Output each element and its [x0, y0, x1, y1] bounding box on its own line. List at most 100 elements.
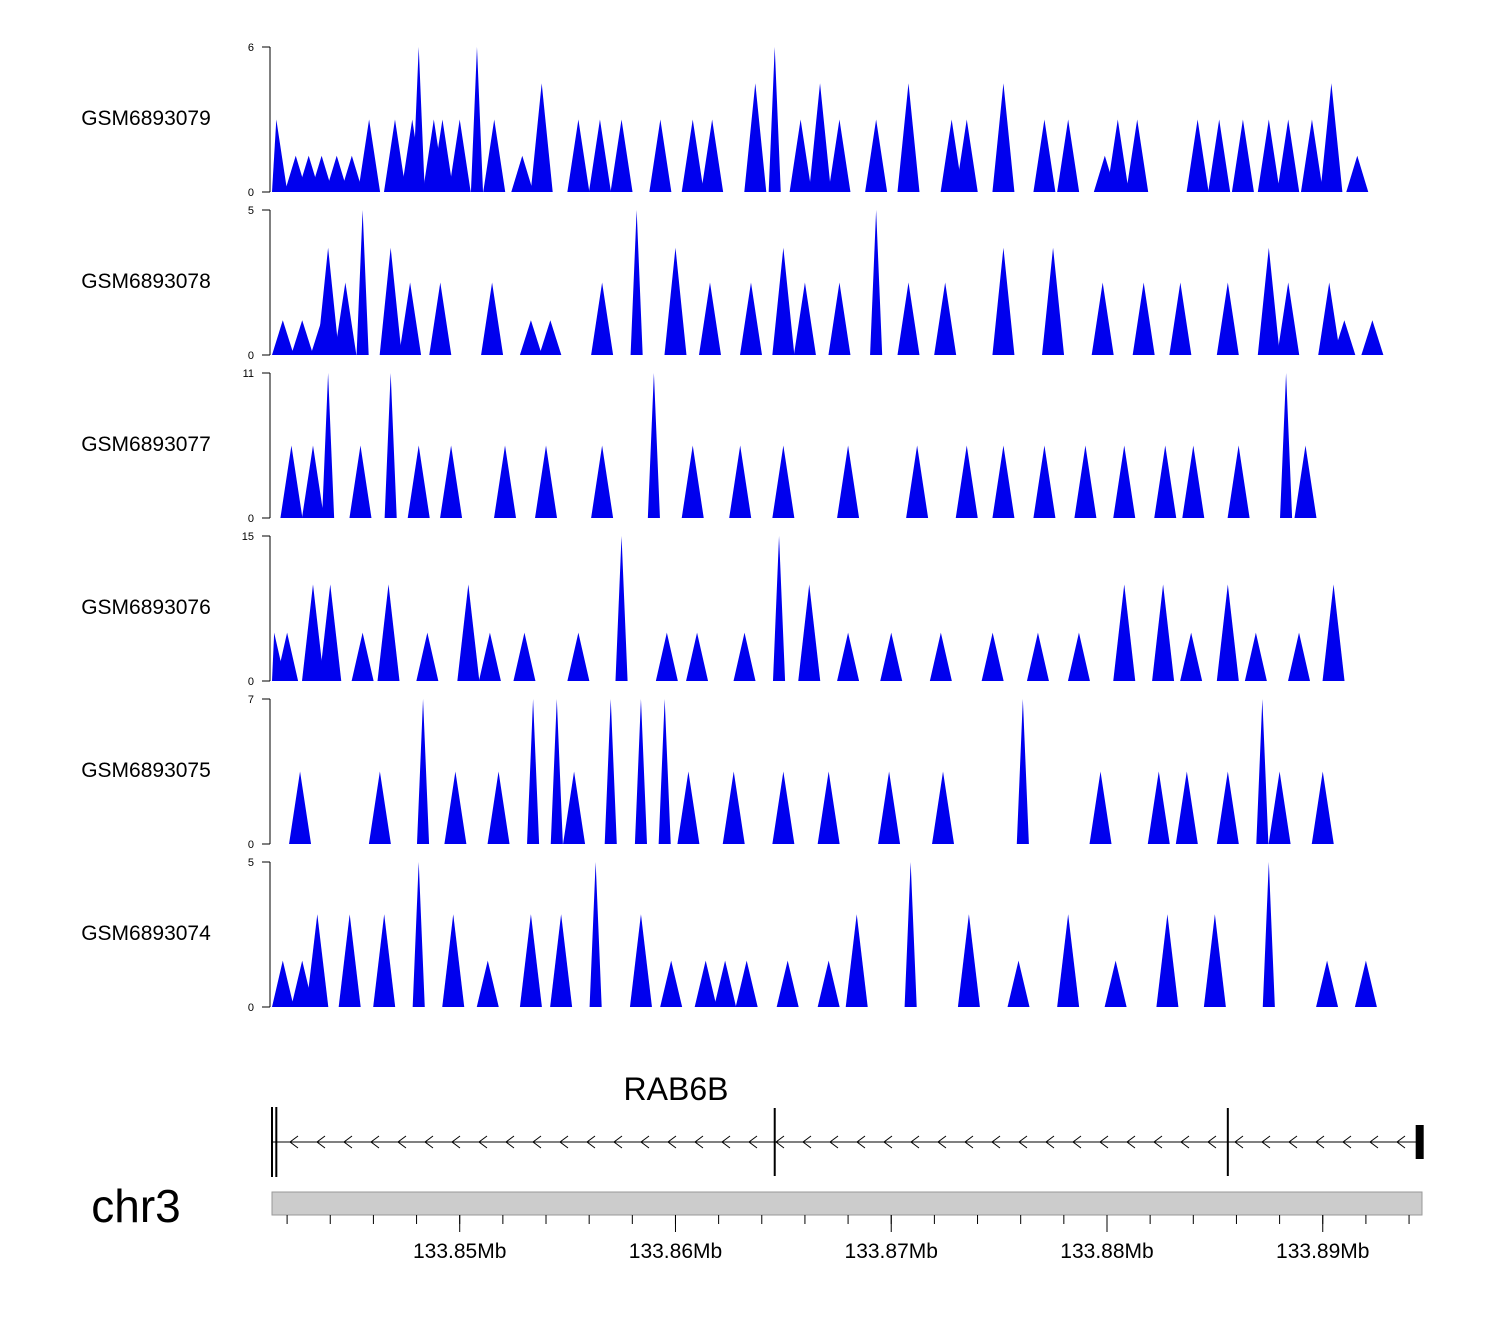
signal-peak [591, 282, 614, 355]
y-tick-label-min: 0 [248, 839, 254, 851]
signal-peak [1216, 282, 1239, 355]
signal-peak [494, 445, 517, 518]
signal-peak [563, 771, 586, 844]
strand-arrow [505, 1135, 515, 1149]
signal-peak [880, 632, 903, 681]
signal-peak [416, 632, 439, 681]
signal-peak [1361, 320, 1384, 355]
y-tick-label-max: 6 [248, 42, 254, 54]
strand-arrow [532, 1135, 542, 1149]
signal-peak [442, 914, 465, 1007]
strand-arrow [478, 1135, 488, 1149]
signal-peak [377, 584, 400, 681]
signal-peak [772, 771, 795, 844]
signal-peak [904, 862, 917, 1007]
signal-peak [1277, 119, 1300, 192]
signal-peak [356, 210, 369, 355]
signal-peak [610, 119, 633, 192]
signal-peak [615, 536, 628, 681]
signal-peak [539, 320, 562, 355]
strand-arrow [1045, 1135, 1055, 1149]
signal-peak [276, 632, 299, 681]
signal-peak [735, 960, 758, 1007]
signal-peak [351, 632, 374, 681]
strand-arrow [667, 1135, 677, 1149]
signal-peak [809, 83, 832, 192]
gene-exon [1226, 1108, 1229, 1176]
strand-arrow [694, 1135, 704, 1149]
signal-peak [845, 914, 868, 1007]
signal-peak [789, 119, 812, 192]
signal-peak [431, 119, 454, 192]
signal-peak [897, 83, 920, 192]
strand-arrow [316, 1135, 326, 1149]
signal-peak [768, 47, 781, 192]
signal-peak [992, 247, 1015, 355]
signal-peak [1227, 445, 1250, 518]
signal-peak [929, 632, 952, 681]
signal-peak [1147, 771, 1170, 844]
signal-peak [865, 119, 888, 192]
signal-peak [511, 155, 534, 192]
signal-peak [412, 862, 425, 1007]
track-GSM6893079: GSM6893079 6 0 [81, 42, 1369, 199]
signal-peak [1346, 155, 1369, 192]
signal-peak [906, 445, 929, 518]
strand-arrow [1018, 1135, 1028, 1149]
signal-peak [629, 914, 652, 1007]
signal-peak [1033, 445, 1056, 518]
strand-arrow [343, 1135, 353, 1149]
strand-arrow [802, 1135, 812, 1149]
signal-peak [694, 960, 717, 1007]
strand-arrow [370, 1135, 380, 1149]
signal-peak [1257, 119, 1280, 192]
signal-peak [957, 914, 980, 1007]
signal-peak [634, 699, 647, 844]
signal-peak [429, 282, 452, 355]
strand-arrow [451, 1135, 461, 1149]
track-label: GSM6893078 [81, 270, 211, 293]
signal-peak [301, 445, 324, 518]
signal-peak [955, 445, 978, 518]
signal-peak [828, 119, 851, 192]
signal-peak [776, 960, 799, 1007]
signal-peak [837, 632, 860, 681]
signal-peak [448, 119, 471, 192]
track-label: GSM6893077 [81, 433, 211, 456]
chromosome-axis-track: chr3 133.85Mb 133.86Mb 133.87Mb 133.88Mb 133.… [91, 1180, 1423, 1263]
strand-arrow [721, 1135, 731, 1149]
track-GSM6893078: GSM6893078 5 0 [81, 205, 1384, 362]
signal-peak [513, 632, 536, 681]
signal-peak [1256, 699, 1269, 844]
signal-peak [272, 119, 288, 192]
signal-peak [992, 445, 1015, 518]
signal-peak [1277, 282, 1300, 355]
signal-peak [530, 83, 553, 192]
strand-arrow [397, 1135, 407, 1149]
strand-arrow [775, 1135, 785, 1149]
signal-peak [870, 210, 883, 355]
signal-peak [407, 445, 430, 518]
signal-peak [1126, 119, 1149, 192]
signal-peak [1268, 771, 1291, 844]
strand-arrow [883, 1135, 893, 1149]
y-tick-label-min: 0 [248, 1002, 254, 1014]
signal-peak [1318, 282, 1341, 355]
track-label: GSM6893075 [81, 759, 211, 782]
signal-peak [319, 584, 342, 681]
signal-peak [340, 155, 363, 192]
signal-peak [714, 960, 737, 1007]
signal-peak [306, 914, 329, 1007]
signal-peak [310, 155, 333, 192]
signal-peak [301, 584, 324, 681]
signal-peak [1057, 119, 1080, 192]
signal-peak [1231, 119, 1254, 192]
signal-peak [1257, 247, 1280, 355]
signal-peak [272, 320, 294, 355]
signal-peak [647, 373, 660, 518]
gene-exon [275, 1107, 278, 1177]
signal-peak [932, 771, 955, 844]
signal-peak [677, 771, 700, 844]
y-tick-label-max: 5 [248, 205, 254, 217]
